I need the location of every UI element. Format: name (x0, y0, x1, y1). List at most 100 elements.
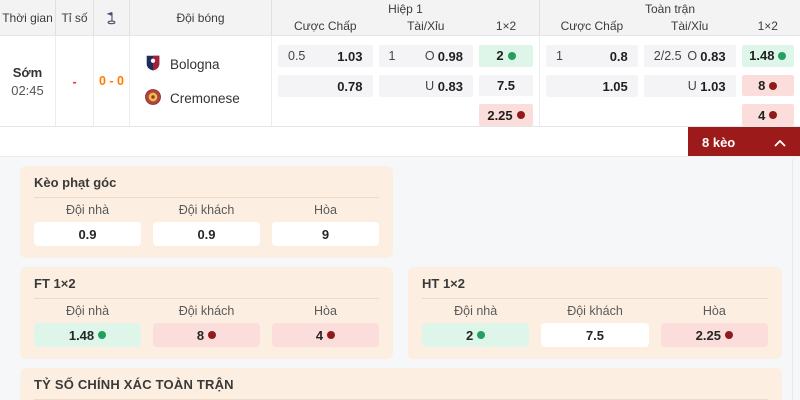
h1-over-odds[interactable]: 1 O 0.98 (378, 45, 473, 67)
corner-home-column: Đội nhà 0.9 (34, 203, 141, 246)
home-team-name: Bologna (170, 56, 220, 72)
match-score: - (56, 36, 94, 126)
h1-under-odds[interactable]: U 0.83 (378, 75, 473, 97)
red-dot-icon (516, 111, 525, 120)
odds-value: 0.83 (700, 48, 726, 64)
h1-handicap-odds-1[interactable]: 0.5 1.03 (278, 45, 373, 67)
ft-over-odds[interactable]: 2/2.5 O 0.83 (643, 45, 736, 67)
odds-value: 0.83 (437, 78, 463, 94)
subheader-over-under: Tài/Xỉu (407, 19, 445, 33)
col-header-time: Thời gian (0, 0, 56, 35)
odds-value: 2.25 (695, 327, 721, 343)
full-match-title: Toàn trận (644, 2, 696, 16)
odds-value: 4 (315, 327, 324, 343)
draw-column-header: Hòa (314, 304, 337, 318)
corner-away-odds[interactable]: 0.9 (153, 222, 260, 246)
ft-ht-panels-row: FT 1×2 Đội nhà 1.48 Đội khách 8 (20, 267, 782, 359)
away-team-row[interactable]: Cremonese (144, 88, 240, 109)
home-team-row[interactable]: Bologna (144, 54, 220, 75)
home-column-header: Đội nhà (454, 304, 498, 318)
away-column-header: Đội khách (178, 203, 235, 217)
ft-handicap-stack: 1 0.8 1.05 (546, 45, 638, 126)
full-match-subheaders: Cược Chấp Tài/Xỉu 1×2 (540, 17, 800, 35)
ft-1x2-away-odds[interactable]: 8 (741, 74, 794, 97)
ft-handicap-odds-1[interactable]: 1 0.8 (546, 45, 638, 67)
over-label: O (424, 49, 435, 63)
ft-under-odds[interactable]: U 1.03 (643, 75, 736, 97)
correct-score-title: TỶ SỐ CHÍNH XÁC TOÀN TRẬN (34, 377, 234, 392)
red-dot-icon (769, 81, 778, 90)
draw-column-header: Hòa (314, 203, 337, 217)
h1-1x2-away-odds[interactable]: 7.5 (479, 74, 533, 97)
ft-columns: Đội nhà 1.48 Đội khách 8 Hòa (34, 304, 379, 347)
col-header-team: Đội bóng (130, 0, 272, 35)
ht-away-odds[interactable]: 7.5 (541, 323, 649, 347)
extra-markets-section: Kèo phạt góc Đội nhà 0.9 Đội khách 0.9 H… (0, 156, 800, 400)
h1-1x2-draw-odds[interactable]: 2.25 (479, 104, 533, 127)
first-half-odds: 0.5 1.03 0.78 1 O 0.98 U 0.83 (272, 36, 540, 127)
col-header-score: Tỉ số (56, 0, 94, 35)
panel-divider (422, 298, 768, 299)
odds-value: 1.03 (700, 78, 726, 94)
odds-value: 7.5 (496, 78, 516, 93)
h1-1x2-stack: 2 7.5 2.25 (479, 45, 533, 127)
away-column-header: Đội khách (567, 304, 623, 318)
h1-over-under-stack: 1 O 0.98 U 0.83 (378, 45, 473, 126)
ht-panel-title: HT 1×2 (422, 276, 465, 291)
panel-divider (34, 197, 379, 198)
odds-value: 2.25 (487, 107, 513, 123)
red-dot-icon (327, 331, 336, 339)
ft-over-under-stack: 2/2.5 O 0.83 U 1.03 (643, 45, 736, 126)
h1-handicap-odds-2[interactable]: 0.78 (278, 75, 373, 97)
group-header-full-match: Toàn trận Cược Chấp Tài/Xỉu 1×2 (540, 0, 800, 35)
ht-columns: Đội nhà 2 Đội khách 7.5 Hòa 2.25 (422, 304, 768, 347)
match-time: Sớm 02:45 (0, 36, 56, 126)
ft-1x2-draw-odds[interactable]: 4 (741, 104, 794, 127)
subheader-1x2: 1×2 (757, 19, 778, 33)
corner-draw-odds[interactable]: 9 (272, 222, 379, 246)
ht-home-odds[interactable]: 2 (422, 323, 530, 347)
ht-1x2-panel: HT 1×2 Đội nhà 2 Đội khách 7.5 (408, 267, 782, 359)
handicap-line: 0.5 (288, 49, 306, 63)
first-half-title: Hiệp 1 (388, 2, 423, 16)
ht-home-column: Đội nhà 2 (422, 304, 530, 347)
ft-home-odds[interactable]: 1.48 (34, 323, 141, 347)
ft-panel-title: FT 1×2 (34, 276, 76, 291)
ft-handicap-odds-2[interactable]: 1.05 (546, 75, 638, 97)
green-dot-icon (507, 51, 516, 60)
first-half-subheaders: Cược Chấp Tài/Xỉu 1×2 (272, 17, 539, 35)
corner-kicks-panel: Kèo phạt góc Đội nhà 0.9 Đội khách 0.9 H… (20, 166, 393, 258)
cremonese-crest-icon (144, 88, 162, 109)
ft-draw-column: Hòa 4 (272, 304, 379, 347)
odds-table: Thời gian Tỉ số Đội bóng Hiệp 1 Cược Chấ… (0, 0, 800, 127)
h1-1x2-home-odds[interactable]: 2 (479, 45, 533, 67)
subheader-over-under: Tài/Xỉu (670, 19, 709, 33)
panel-divider (34, 298, 379, 299)
ft-1x2-home-odds[interactable]: 1.48 (741, 45, 794, 67)
green-dot-icon (98, 331, 107, 339)
red-dot-icon (208, 331, 217, 339)
away-team-name: Cremonese (170, 90, 240, 106)
h1-handicap-stack: 0.5 1.03 0.78 (278, 45, 373, 126)
odds-value: 1.03 (337, 48, 363, 64)
ou-line: 1 (388, 49, 396, 63)
corner-home-odds[interactable]: 0.9 (34, 222, 141, 246)
ft-draw-odds[interactable]: 4 (272, 323, 379, 347)
odds-value: 1.48 (68, 327, 95, 343)
match-corner-score: 0 - 0 (94, 36, 130, 126)
bologna-crest-icon (144, 54, 162, 75)
bets-count-toggle-button[interactable]: 8 kèo (688, 127, 800, 157)
match-time-label: Sớm (12, 64, 43, 80)
handicap-line: 1 (556, 49, 563, 63)
odds-value: 0.98 (437, 48, 463, 64)
red-dot-icon (724, 331, 733, 339)
green-dot-icon (778, 51, 787, 60)
group-header-first-half: Hiệp 1 Cược Chấp Tài/Xỉu 1×2 (272, 0, 540, 35)
match-row: Sớm 02:45 - 0 - 0 Bologna (0, 36, 800, 127)
away-column-header: Đội khách (178, 304, 235, 318)
odds-value: 4 (758, 107, 766, 123)
ft-away-odds[interactable]: 8 (153, 323, 260, 347)
subheader-handicap: Cược Chấp (293, 19, 357, 33)
bets-count-label: 8 kèo (702, 134, 736, 150)
ht-draw-odds[interactable]: 2.25 (660, 323, 768, 347)
